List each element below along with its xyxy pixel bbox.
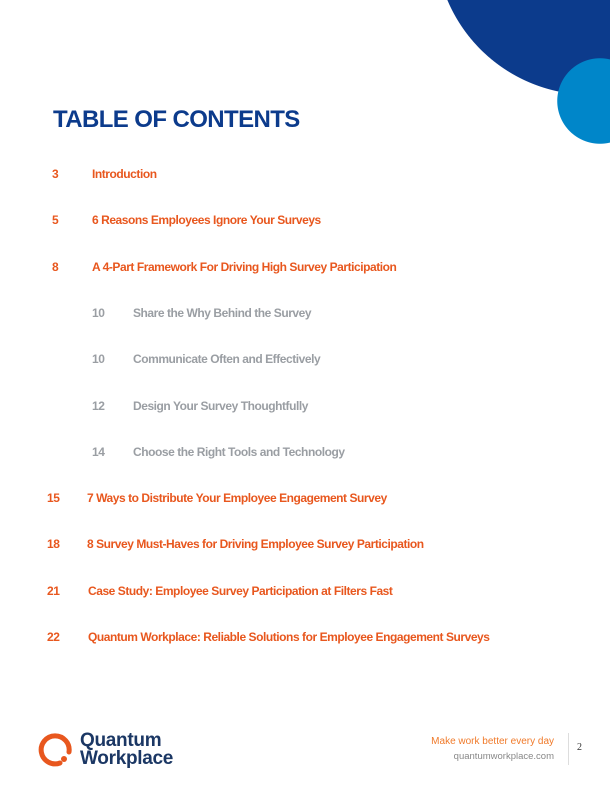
toc-label: 7 Ways to Distribute Your Employee Engag… bbox=[87, 491, 387, 506]
page-title: TABLE OF CONTENTS bbox=[53, 106, 300, 133]
toc-page-number: 14 bbox=[92, 444, 105, 459]
toc-label: Quantum Workplace: Reliable Solutions fo… bbox=[88, 630, 490, 644]
toc-page-number: 22 bbox=[47, 630, 60, 644]
toc-label: Communicate Often and Effectively bbox=[133, 352, 321, 367]
toc-page-number: 3 bbox=[52, 167, 59, 181]
toc-label: Share the Why Behind the Survey bbox=[133, 305, 312, 320]
toc-label: A 4-Part Framework For Driving High Surv… bbox=[92, 259, 397, 274]
toc-page-number: 15 bbox=[47, 491, 60, 506]
tagline: Make work better every day bbox=[431, 736, 554, 747]
logo-line1: Quantum bbox=[80, 730, 162, 751]
toc-page-number: 8 bbox=[52, 259, 59, 274]
toc-label: Design Your Survey Thoughtfully bbox=[133, 398, 308, 413]
logo-line2: Workplace bbox=[80, 748, 174, 769]
toc-page-number: 18 bbox=[47, 537, 60, 552]
quantum-workplace-logo: Quantum Workplace bbox=[38, 730, 174, 769]
footer-divider bbox=[568, 733, 569, 765]
toc-label: Introduction bbox=[92, 167, 157, 181]
logo-text: Quantum Workplace bbox=[80, 730, 174, 769]
website-link[interactable]: quantumworkplace.com bbox=[453, 751, 554, 762]
toc-label: 6 Reasons Employees Ignore Your Surveys bbox=[92, 213, 321, 228]
toc-page-number: 21 bbox=[47, 583, 60, 598]
toc-label: 8 Survey Must-Haves for Driving Employee… bbox=[87, 537, 424, 552]
decorative-corner-circles bbox=[435, 0, 610, 150]
toc-page-number: 12 bbox=[92, 398, 105, 413]
toc-label: Case Study: Employee Survey Participatio… bbox=[88, 583, 393, 598]
toc-page-number: 10 bbox=[92, 352, 105, 367]
toc-label: Choose the Right Tools and Technology bbox=[133, 444, 345, 459]
page-number: 2 bbox=[577, 742, 582, 753]
toc-page-number: 10 bbox=[92, 305, 105, 320]
toc-page-number: 5 bbox=[52, 213, 59, 228]
logo-mark-icon bbox=[38, 733, 72, 767]
